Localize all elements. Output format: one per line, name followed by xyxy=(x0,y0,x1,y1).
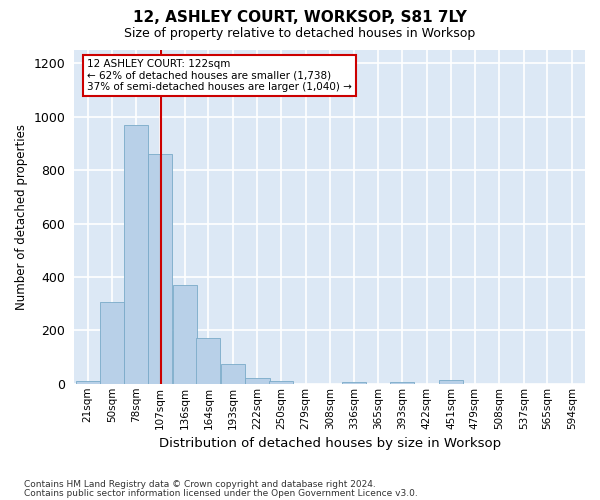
Bar xyxy=(221,364,245,384)
Bar xyxy=(148,154,172,384)
Bar xyxy=(173,285,197,384)
Bar xyxy=(390,382,414,384)
Bar xyxy=(245,378,269,384)
Bar xyxy=(269,381,293,384)
Bar xyxy=(76,381,100,384)
Bar xyxy=(439,380,463,384)
Text: 12, ASHLEY COURT, WORKSOP, S81 7LY: 12, ASHLEY COURT, WORKSOP, S81 7LY xyxy=(133,10,467,25)
Text: Size of property relative to detached houses in Worksop: Size of property relative to detached ho… xyxy=(124,28,476,40)
Text: Contains public sector information licensed under the Open Government Licence v3: Contains public sector information licen… xyxy=(24,489,418,498)
Bar xyxy=(100,302,124,384)
Bar xyxy=(196,338,220,384)
Text: Contains HM Land Registry data © Crown copyright and database right 2024.: Contains HM Land Registry data © Crown c… xyxy=(24,480,376,489)
X-axis label: Distribution of detached houses by size in Worksop: Distribution of detached houses by size … xyxy=(158,437,501,450)
Bar xyxy=(342,382,366,384)
Y-axis label: Number of detached properties: Number of detached properties xyxy=(15,124,28,310)
Text: 12 ASHLEY COURT: 122sqm
← 62% of detached houses are smaller (1,738)
37% of semi: 12 ASHLEY COURT: 122sqm ← 62% of detache… xyxy=(87,59,352,92)
Bar xyxy=(124,125,148,384)
